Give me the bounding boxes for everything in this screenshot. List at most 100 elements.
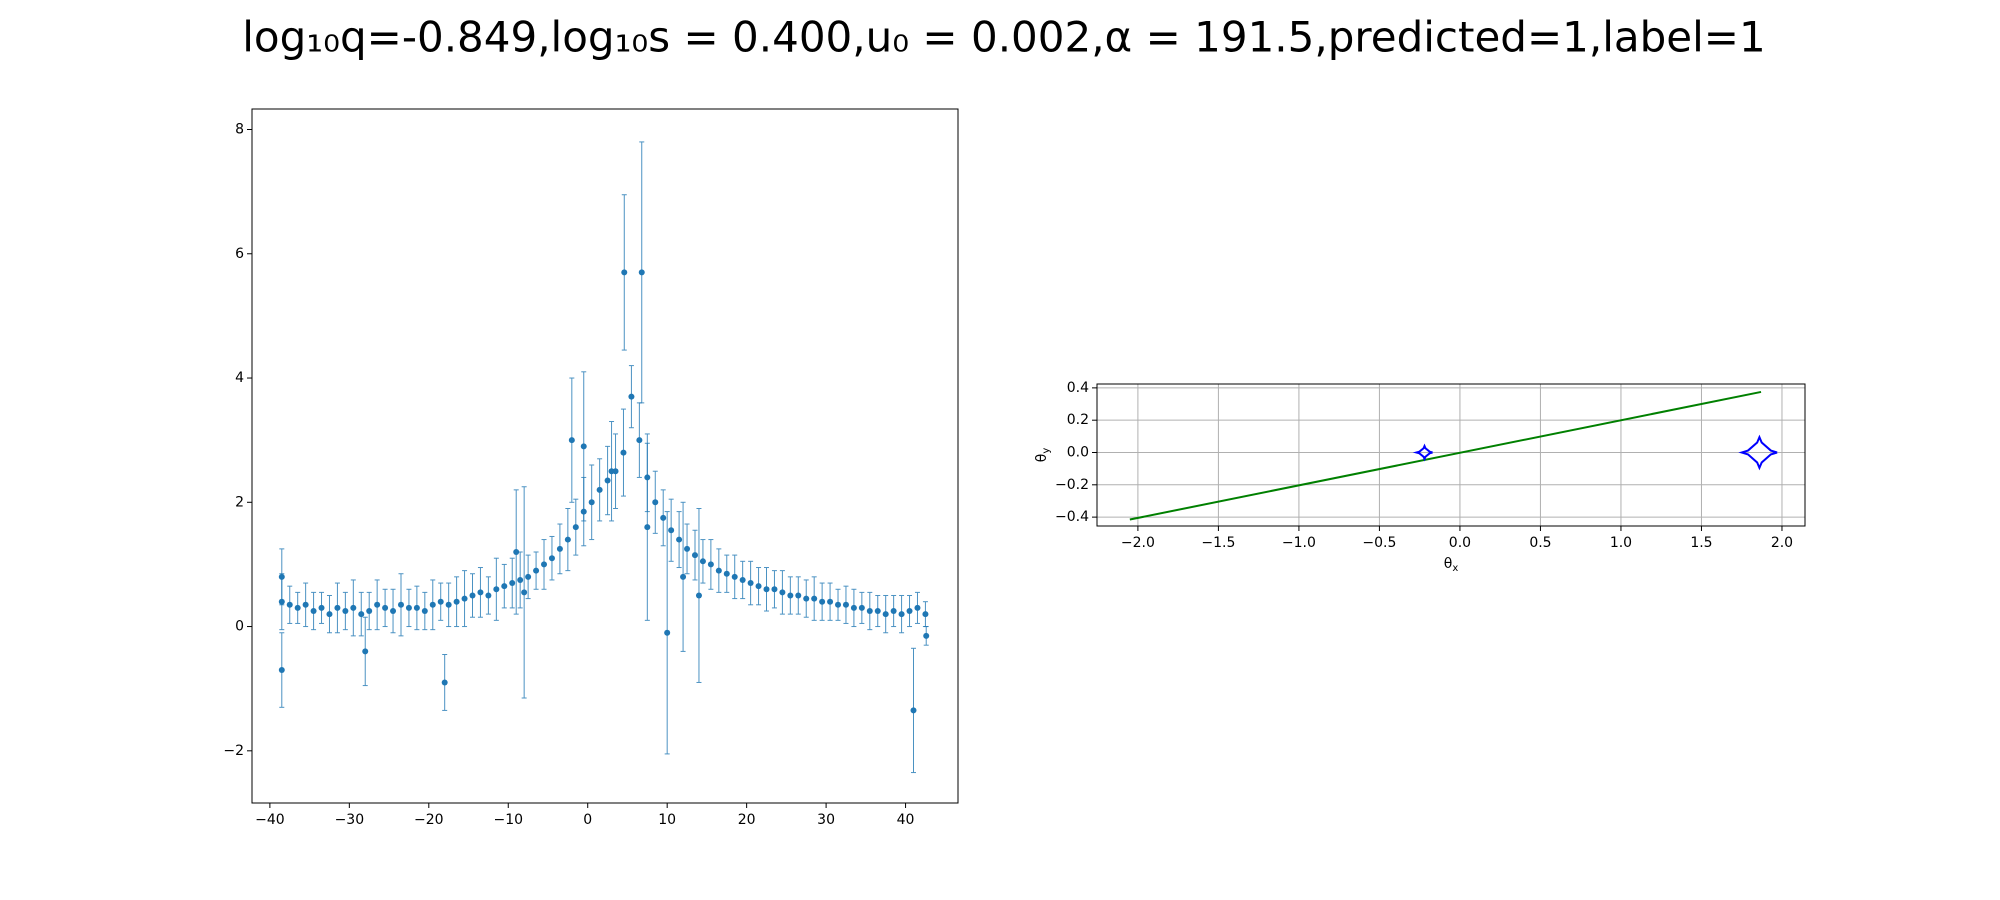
point xyxy=(695,592,702,599)
point xyxy=(334,604,341,611)
point xyxy=(421,608,428,615)
point xyxy=(803,595,810,602)
point xyxy=(715,567,722,574)
point xyxy=(405,604,412,611)
point xyxy=(827,598,834,605)
point xyxy=(310,608,317,615)
x-tick-label: 40 xyxy=(897,812,915,828)
point xyxy=(707,561,714,568)
axes-frame xyxy=(1096,383,1806,527)
point xyxy=(302,601,309,608)
point xyxy=(461,595,468,602)
point xyxy=(621,269,628,276)
point xyxy=(541,561,548,568)
point xyxy=(525,573,532,580)
point xyxy=(787,592,794,599)
plot-area xyxy=(278,141,930,774)
y-axis-label-symbol: θ xyxy=(1034,454,1050,463)
point xyxy=(835,601,842,608)
x-tick-label: −1.0 xyxy=(1282,535,1316,551)
x-tick-label: −0.5 xyxy=(1362,535,1396,551)
x-tick-label: −30 xyxy=(335,812,365,828)
y-axis-label: θy xyxy=(1034,448,1052,463)
x-tick-label: −2.0 xyxy=(1121,535,1155,551)
line xyxy=(1129,390,1762,521)
y-tick-label: −2 xyxy=(223,743,244,759)
point xyxy=(326,611,333,618)
point xyxy=(819,598,826,605)
y-tick-label: 0.0 xyxy=(1067,444,1089,460)
point xyxy=(533,567,540,574)
point xyxy=(548,555,555,562)
y-tick-label: 2 xyxy=(235,494,244,510)
y-tick-label: 4 xyxy=(235,370,244,386)
x-tick-label: 30 xyxy=(817,812,835,828)
point xyxy=(382,604,389,611)
x-tick-label: −10 xyxy=(493,812,523,828)
point xyxy=(517,576,524,583)
x-axis-label-symbol: θ xyxy=(1444,556,1453,572)
point xyxy=(680,573,687,580)
point xyxy=(374,601,381,608)
point xyxy=(684,545,691,552)
point xyxy=(906,608,913,615)
x-tick-label: 1.0 xyxy=(1610,535,1632,551)
point xyxy=(882,611,889,618)
x-axis-label-subscript: x xyxy=(1452,563,1458,574)
line xyxy=(1738,434,1778,471)
point xyxy=(755,583,762,590)
line xyxy=(1412,443,1433,462)
point xyxy=(397,601,404,608)
point xyxy=(556,545,563,552)
point xyxy=(890,608,897,615)
point xyxy=(469,592,476,599)
point xyxy=(811,595,818,602)
point xyxy=(723,570,730,577)
point xyxy=(644,524,651,531)
point xyxy=(763,586,770,593)
point xyxy=(278,573,285,580)
point xyxy=(358,611,365,618)
y-tick-label: 8 xyxy=(235,122,244,138)
x-tick-label: 0 xyxy=(583,812,592,828)
point xyxy=(866,608,873,615)
point xyxy=(294,604,301,611)
y-tick-label: 0 xyxy=(235,619,244,635)
point xyxy=(350,604,357,611)
x-tick-label: 0.5 xyxy=(1529,535,1551,551)
point xyxy=(318,604,325,611)
point xyxy=(604,477,611,484)
point xyxy=(850,604,857,611)
x-tick-label: −40 xyxy=(255,812,285,828)
point xyxy=(437,598,444,605)
y-tick-label: −0.2 xyxy=(1055,477,1089,493)
x-tick-label: 20 xyxy=(738,812,756,828)
point xyxy=(914,604,921,611)
y-tick-label: 0.2 xyxy=(1067,412,1089,428)
figure-title: log₁₀q=-0.849,log₁₀s = 0.400,u₀ = 0.002,… xyxy=(242,13,1765,62)
point xyxy=(842,601,849,608)
point xyxy=(596,486,603,493)
point xyxy=(779,589,786,596)
point xyxy=(485,592,492,599)
point xyxy=(739,576,746,583)
point xyxy=(564,536,571,543)
point xyxy=(660,514,667,521)
point xyxy=(676,536,683,543)
point xyxy=(441,679,448,686)
point xyxy=(747,580,754,587)
point xyxy=(445,601,452,608)
point xyxy=(342,608,349,615)
point xyxy=(501,583,508,590)
point xyxy=(795,592,802,599)
point xyxy=(771,586,778,593)
x-tick-label: −20 xyxy=(414,812,444,828)
point xyxy=(286,601,293,608)
point xyxy=(731,573,738,580)
point xyxy=(509,580,516,587)
point xyxy=(493,586,500,593)
point xyxy=(699,558,706,565)
y-tick-label: −0.4 xyxy=(1055,509,1089,525)
point xyxy=(413,604,420,611)
point xyxy=(922,611,929,618)
